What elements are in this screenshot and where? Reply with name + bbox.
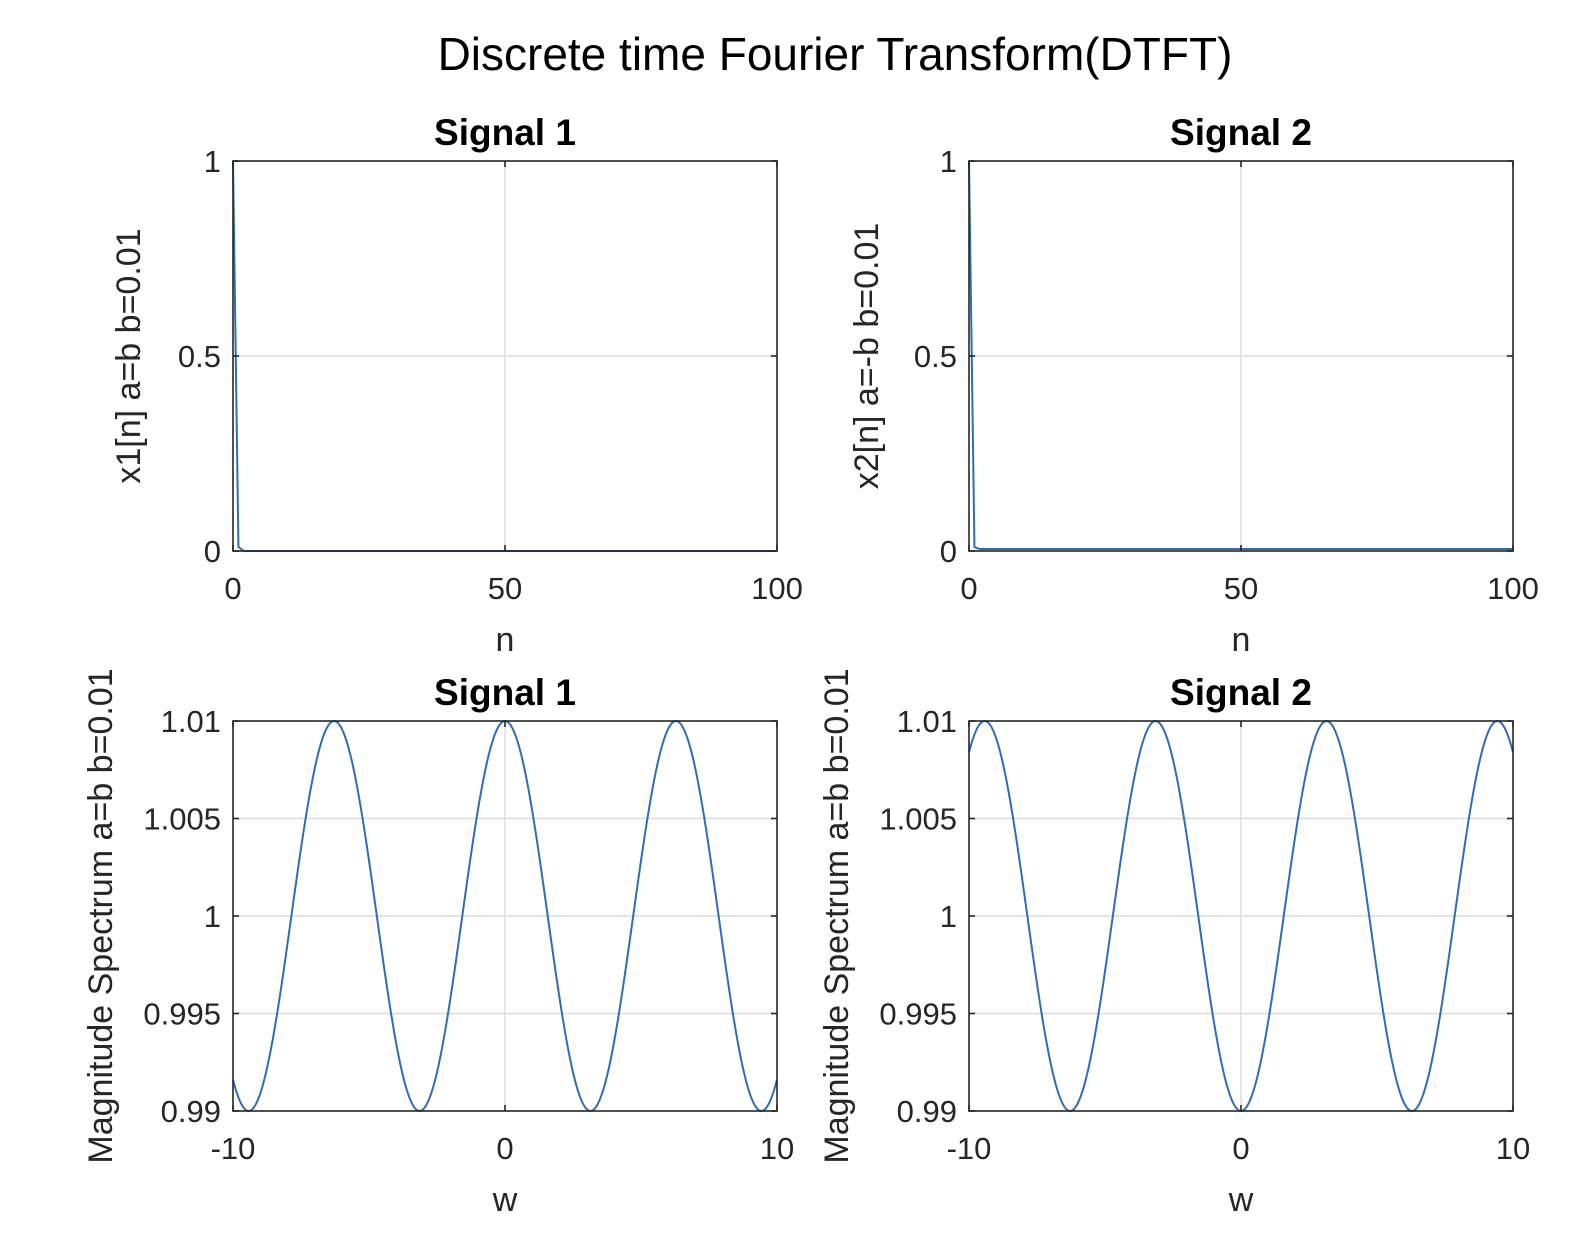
y-tick-label: 1.01 [161, 704, 221, 739]
x-tick-label: 0 [1232, 1131, 1249, 1166]
y-axis-label: Magnitude Spectrum a=b b=0.01 [82, 668, 120, 1163]
x-tick-label: -10 [211, 1131, 256, 1166]
y-axis-label: Magnitude Spectrum a=b b=0.01 [818, 668, 856, 1163]
subplot-title: Signal 1 [434, 672, 576, 713]
y-tick-label: 1 [204, 144, 221, 179]
y-tick-label: 0.99 [161, 1094, 221, 1129]
x-tick-label: 0 [960, 571, 977, 606]
y-tick-label: 0 [940, 534, 957, 569]
x-axis-label: w [492, 1181, 518, 1219]
subplot-title: Signal 2 [1170, 112, 1312, 153]
subplot-3: -10 0 10 0.99 0.995 1 1.005 1.01 Signal 1 w Magnit… [82, 668, 794, 1219]
figure-title: Discrete time Fourier Transform(DTFT) [438, 28, 1233, 80]
subplot-2: 0 50 100 0 0.5 1 Signal 2 n x2[n] a=-b b=0.01 [848, 112, 1539, 659]
subplot-4: -10 0 10 0.99 0.995 1 1.005 1.01 Signal 2 w Magnit… [818, 668, 1530, 1219]
subplot-title: Signal 1 [434, 112, 576, 153]
y-tick-label: 0.995 [879, 997, 957, 1032]
x-tick-label: 0 [224, 571, 241, 606]
y-tick-label: 0.5 [914, 339, 957, 374]
y-tick-label: 1.005 [143, 802, 221, 837]
x-tick-label: 10 [760, 1131, 794, 1166]
y-axis-label: x2[n] a=-b b=0.01 [848, 223, 886, 490]
y-axis-label: x1[n] a=b b=0.01 [110, 228, 148, 483]
subplot-1: 0 50 100 0 0.5 1 Signal 1 n x1[n] a=b b=0.01 [110, 112, 803, 659]
x-tick-label: 0 [496, 1131, 513, 1166]
y-tick-label: 1 [940, 144, 957, 179]
y-tick-label: 0 [204, 534, 221, 569]
y-tick-label: 0.5 [178, 339, 221, 374]
y-tick-label: 1 [204, 899, 221, 934]
y-tick-label: 0.995 [143, 997, 221, 1032]
x-axis-label: n [1232, 621, 1251, 659]
x-tick-label: -10 [947, 1131, 992, 1166]
x-tick-label: 50 [488, 571, 522, 606]
x-tick-label: 50 [1224, 571, 1258, 606]
series-line [968, 160, 1513, 551]
subplot-title: Signal 2 [1170, 672, 1312, 713]
x-axis-label: w [1228, 1181, 1254, 1219]
x-axis-label: n [496, 621, 515, 659]
y-tick-label: 1.01 [897, 704, 957, 739]
x-tick-label: 100 [1487, 571, 1539, 606]
x-tick-label: 100 [751, 571, 803, 606]
y-tick-label: 1 [940, 899, 957, 934]
x-tick-label: 10 [1496, 1131, 1530, 1166]
y-tick-label: 0.99 [897, 1094, 957, 1129]
y-tick-label: 1.005 [879, 802, 957, 837]
